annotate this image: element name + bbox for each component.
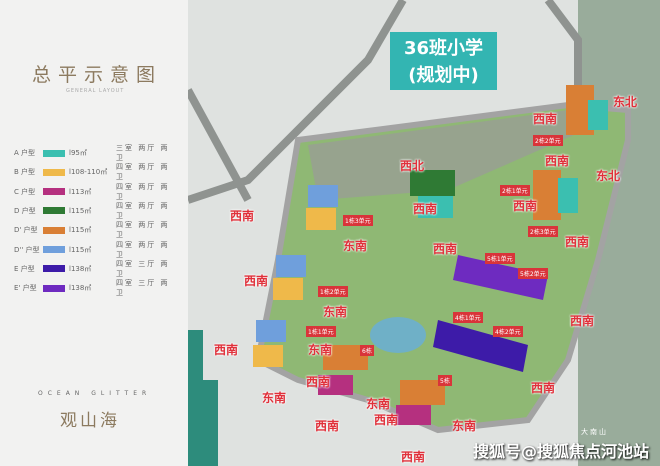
buildings bbox=[253, 85, 608, 425]
orientation-label: 东南 bbox=[262, 391, 287, 405]
unit-type: C 户型 bbox=[14, 187, 36, 196]
orientation-label: 西南 bbox=[433, 242, 458, 256]
legend-item: A 户型 l95㎡ 三室 两厅 两卫 bbox=[14, 144, 176, 162]
building-unit-label: 2栋2单元 bbox=[533, 135, 563, 146]
color-swatch bbox=[43, 284, 65, 292]
road bbox=[188, 0, 407, 204]
site-plan-map: 36班小学 (规划中) 东北 西南 西南 东北 西北 西南 西南 西南 东南 西南 西南 西南 东南 西南西… bbox=[188, 0, 660, 466]
unit-type: E 户型 bbox=[14, 264, 35, 273]
place-label: 大南山 bbox=[581, 428, 608, 436]
unit-area: l113㎡ bbox=[69, 187, 92, 196]
orientation-label: 西南 bbox=[214, 343, 239, 357]
orientation-label: 东南 bbox=[452, 419, 477, 433]
orientation-label: 东北 bbox=[613, 95, 638, 109]
orientation-label: 西南 bbox=[413, 202, 438, 216]
unit-type: D' 户型 bbox=[14, 226, 38, 235]
orientation-label: 东南 bbox=[343, 239, 368, 253]
legend-item: E 户型 l138㎡ 四室 三厅 两卫 bbox=[14, 260, 176, 278]
building-unit-label: 5栋2单元 bbox=[518, 268, 548, 279]
orientation-label: 西南 bbox=[230, 209, 255, 223]
orientation-label: 西南 bbox=[533, 112, 558, 126]
legend-item: D'' 户型 l115㎡ 四室 两厅 两卫 bbox=[14, 241, 176, 259]
unit-area: l138㎡ bbox=[69, 264, 92, 273]
school-status: (规划中) bbox=[408, 65, 479, 86]
color-swatch bbox=[43, 226, 65, 234]
road bbox=[188, 88, 252, 202]
orientation-label: 西南 bbox=[565, 235, 590, 249]
unit-type: D 户型 bbox=[14, 206, 36, 215]
unit-type: D'' 户型 bbox=[14, 245, 40, 254]
color-swatch bbox=[43, 265, 65, 273]
unit-area: l115㎡ bbox=[69, 206, 92, 215]
orientation-label: 东南 bbox=[323, 305, 348, 319]
parking-area bbox=[308, 110, 608, 200]
unit-rooms: 四室 三厅 两卫 bbox=[116, 279, 170, 298]
unit-type: A 户型 bbox=[14, 149, 36, 157]
building-unit-label: 5栋 bbox=[438, 375, 452, 386]
map-graphic bbox=[188, 0, 660, 466]
color-swatch bbox=[43, 207, 65, 215]
unit-rooms: 四室 两厅 两卫 bbox=[116, 221, 170, 240]
brand-chinese: 观山海 bbox=[60, 411, 120, 431]
unit-area: l138㎡ bbox=[69, 284, 92, 293]
orientation-label: 西南 bbox=[244, 274, 269, 288]
unit-area: l115㎡ bbox=[69, 245, 92, 254]
watermark: 搜狐号@搜狐焦点河池站 bbox=[473, 442, 650, 461]
building-unit-label: 4栋1单元 bbox=[453, 312, 483, 323]
orientation-label: 西南 bbox=[315, 419, 340, 433]
school-label: 36班小学 (规划中) bbox=[390, 32, 497, 90]
orientation-label: 东北 bbox=[596, 169, 621, 183]
unit-rooms: 四室 两厅 两卫 bbox=[116, 201, 170, 220]
building-unit-label: 1栋3单元 bbox=[343, 215, 373, 226]
unit-rooms: 四室 两厅 两卫 bbox=[116, 182, 170, 201]
unit-rooms: 四室 三厅 两卫 bbox=[116, 259, 170, 278]
unit-area: l95㎡ bbox=[69, 149, 87, 157]
orientation-label: 西南 bbox=[531, 381, 556, 395]
unit-area: l115㎡ bbox=[69, 226, 92, 235]
legend-item: E' 户型 l138㎡ 四室 三厅 两卫 bbox=[14, 279, 176, 297]
orientation-label: 西南 bbox=[545, 154, 570, 168]
legend-item: C 户型 l113㎡ 四室 两厅 两卫 bbox=[14, 183, 176, 201]
legend-item: B 户型 l108-110㎡ 四室 两厅 两卫 bbox=[14, 163, 176, 181]
pond bbox=[370, 317, 426, 353]
legend-panel: 总平示意图 GENERAL LAYOUT A 户型 l95㎡ 三室 两厅 两卫 B 户… bbox=[0, 0, 188, 466]
orientation-label: 西南 bbox=[306, 375, 331, 389]
orientation-label: 西南 bbox=[401, 450, 426, 464]
building-unit-label: 2栋3单元 bbox=[528, 226, 558, 237]
building-unit-label: 5栋1单元 bbox=[485, 253, 515, 264]
school-name: 36班小学 bbox=[403, 38, 484, 59]
building-unit-label: 4栋2单元 bbox=[493, 326, 523, 337]
orientation-label: 西北 bbox=[400, 159, 425, 173]
legend-subtitle: GENERAL LAYOUT bbox=[66, 88, 125, 94]
building-unit-label: 2栋1单元 bbox=[500, 185, 530, 196]
orientation-label: 东南 bbox=[366, 397, 391, 411]
brand-english: OCEAN GLITTER bbox=[38, 390, 152, 397]
orientation-label: 西南 bbox=[374, 413, 399, 427]
color-swatch bbox=[43, 149, 65, 157]
color-swatch bbox=[43, 188, 65, 196]
unit-rooms: 四室 两厅 两卫 bbox=[116, 163, 170, 182]
orientation-label: 东南 bbox=[308, 343, 333, 357]
color-swatch bbox=[43, 246, 65, 253]
skyline-graphic bbox=[188, 330, 218, 466]
unit-rooms: 三室 两厅 两卫 bbox=[116, 144, 170, 162]
building-unit-label: 1栋2单元 bbox=[318, 286, 348, 297]
building-unit-label: 1栋1单元 bbox=[306, 326, 336, 337]
legend-item: D' 户型 l115㎡ 四室 两厅 两卫 bbox=[14, 221, 176, 239]
legend-item: D 户型 l115㎡ 四室 两厅 两卫 bbox=[14, 202, 176, 220]
unit-type: B 户型 bbox=[14, 168, 36, 177]
orientation-label: 西南 bbox=[570, 314, 595, 328]
unit-rooms: 四室 两厅 两卫 bbox=[116, 240, 170, 259]
unit-area: l108-110㎡ bbox=[69, 168, 108, 177]
unit-type: E' 户型 bbox=[14, 284, 37, 293]
color-swatch bbox=[43, 168, 65, 176]
legend-title: 总平示意图 bbox=[32, 64, 163, 86]
building-unit-label: 6栋 bbox=[360, 345, 374, 356]
orientation-label: 西南 bbox=[513, 199, 538, 213]
